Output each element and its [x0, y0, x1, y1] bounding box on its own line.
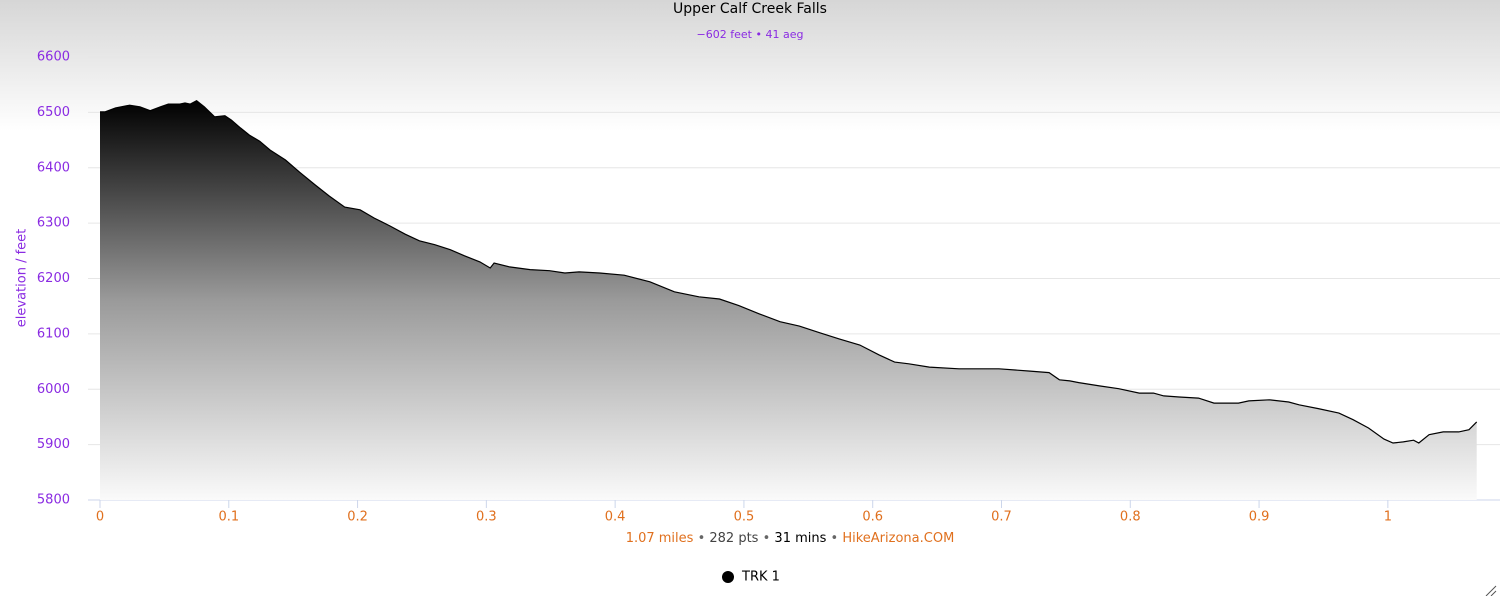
footer-points: 282 pts [709, 531, 758, 546]
x-tick-label: 1 [1384, 510, 1392, 525]
y-tick-label: 6300 [37, 216, 70, 231]
chart-title: Upper Calf Creek Falls [673, 1, 827, 17]
footer-distance: 1.07 miles [626, 531, 694, 546]
y-tick-label: 6500 [37, 105, 70, 120]
footer-source: HikeArizona.COM [842, 531, 954, 546]
separator: • [831, 531, 839, 546]
y-tick-label: 6400 [37, 160, 70, 175]
area [100, 100, 1477, 500]
x-tick-label: 0.8 [1120, 510, 1141, 525]
separator: • [698, 531, 706, 546]
x-tick-label: 0.4 [605, 510, 626, 525]
separator: • [763, 531, 771, 546]
x-tick-label: 0.5 [734, 510, 755, 525]
footer-duration: 31 mins [774, 531, 826, 546]
x-tick-label: 0.1 [218, 510, 239, 525]
y-tick-label: 6600 [37, 50, 70, 65]
y-tick-label: 6200 [37, 271, 70, 286]
y-axis-label: elevation / feet [15, 229, 30, 327]
y-tick-label: 6100 [37, 326, 70, 341]
x-tick-label: 0.3 [476, 510, 497, 525]
resize-handle [1485, 585, 1497, 596]
y-tick-label: 6000 [37, 382, 70, 397]
y-tick-label: 5900 [37, 437, 70, 452]
x-tick-label: 0.9 [1249, 510, 1270, 525]
y-tick-label: 5800 [37, 493, 70, 508]
line [100, 99, 1478, 444]
x-tick-label: 0.7 [991, 510, 1012, 525]
legend-marker[interactable] [722, 571, 734, 583]
footer: 1.07 miles • 282 pts • 31 mins • HikeAri… [626, 531, 955, 546]
x-tick-label: 0.6 [862, 510, 883, 525]
x-tick-label: 0 [96, 510, 104, 525]
x-tick-label: 0.2 [347, 510, 368, 525]
chart-subtitle: −602 feet • 41 aeg [697, 28, 804, 41]
plot: 5800 5900 6000 6100 6200 6300 6400 6500 6600 0 0.1… [37, 50, 1500, 585]
legend-label[interactable]: TRK 1 [741, 570, 780, 585]
